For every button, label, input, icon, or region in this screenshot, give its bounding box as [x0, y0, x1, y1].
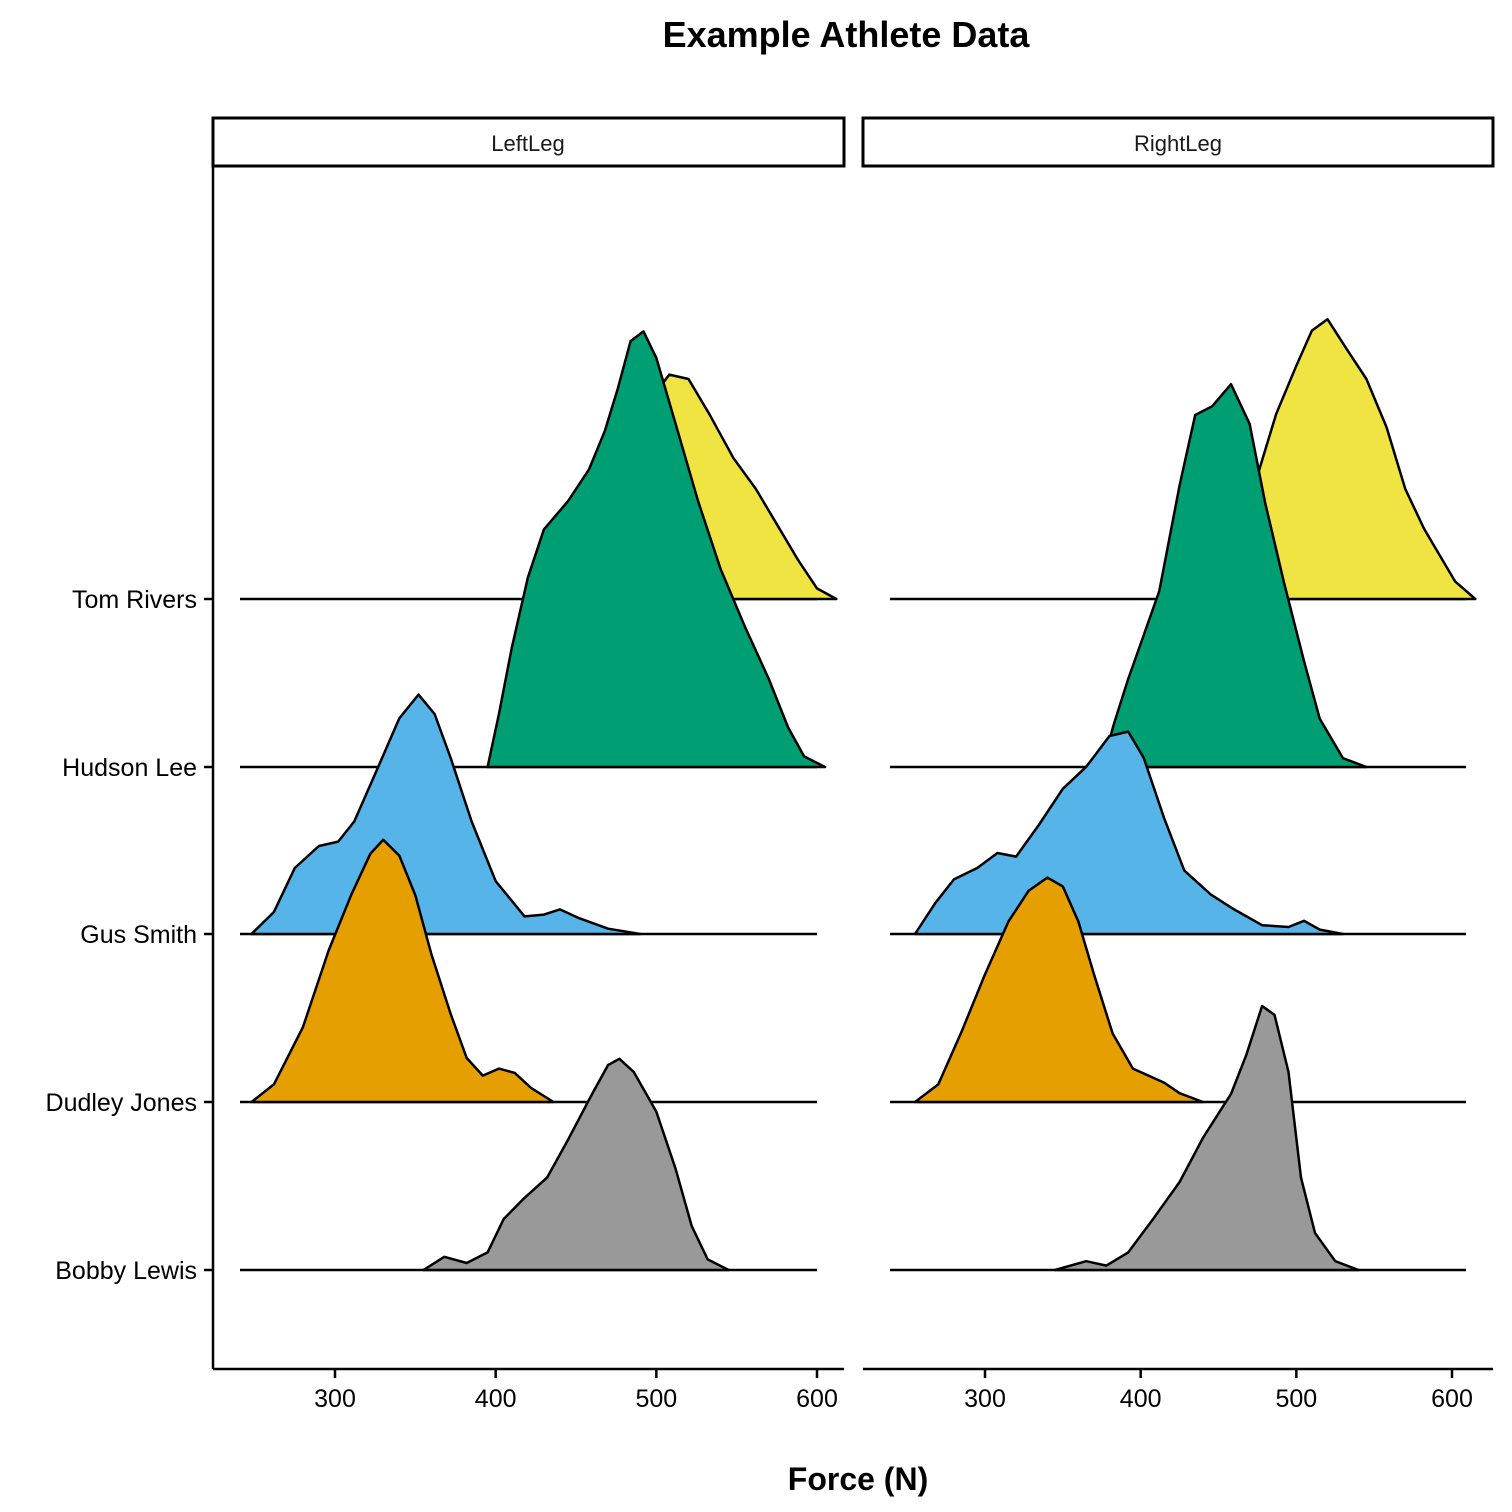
ridges-rightleg: [890, 317, 1477, 1272]
ridge-dudley-jones-leftleg: [250, 838, 555, 1104]
strip-label-leftleg: LeftLeg: [491, 131, 564, 156]
ridge-hudson-lee-rightleg: [1100, 382, 1368, 769]
x-tick-label-400-leftleg: 400: [475, 1385, 517, 1413]
ridge-gus-smith-rightleg: [913, 730, 1345, 936]
x-tick-label-600-leftleg: 600: [796, 1385, 838, 1413]
y-tick-label-dudley-jones: Dudley Jones: [46, 1089, 197, 1117]
y-tick-label-tom-rivers: Tom Rivers: [72, 586, 197, 614]
x-tick-label-500-rightleg: 500: [1275, 1385, 1317, 1413]
x-ticks-leftleg: 300 400 500 600: [314, 1369, 838, 1413]
y-tick-label-gus-smith: Gus Smith: [80, 921, 197, 949]
ridge-hudson-lee-leftleg: [486, 330, 827, 769]
strip-label-rightleg: RightLeg: [1134, 131, 1222, 156]
x-tick-label-300-rightleg: 300: [964, 1385, 1006, 1413]
x-tick-label-600-rightleg: 600: [1431, 1385, 1473, 1413]
strip-box-leftleg: [211, 116, 846, 168]
ridge-bobby-lewis-rightleg: [1053, 1004, 1360, 1272]
facet-panel-leftleg: LeftLeg 300 400 500 600: [211, 116, 846, 1413]
chart-title: Example Athlete Data: [663, 14, 1031, 55]
y-tick-label-bobby-lewis: Bobby Lewis: [55, 1257, 197, 1285]
ridge-gus-smith-leftleg: [250, 693, 642, 936]
y-tick-label-hudson-lee: Hudson Lee: [62, 754, 197, 782]
x-tick-label-300-leftleg: 300: [314, 1385, 356, 1413]
x-tick-label-500-leftleg: 500: [635, 1385, 677, 1413]
y-axis: Bobby Lewis Dudley Jones Gus Smith Hudson L…: [46, 166, 215, 1369]
x-axis-title: Force (N): [788, 1461, 928, 1497]
ridge-bobby-lewis-leftleg: [422, 1057, 730, 1272]
strip-box-rightleg: [861, 116, 1495, 168]
facet-panel-rightleg: RightLeg 300 400 500 600: [861, 116, 1495, 1413]
x-tick-label-400-rightleg: 400: [1120, 1385, 1162, 1413]
ridge-dudley-jones-rightleg: [913, 876, 1205, 1104]
ridges-leftleg: [240, 330, 838, 1272]
x-ticks-rightleg: 300 400 500 600: [964, 1369, 1473, 1413]
